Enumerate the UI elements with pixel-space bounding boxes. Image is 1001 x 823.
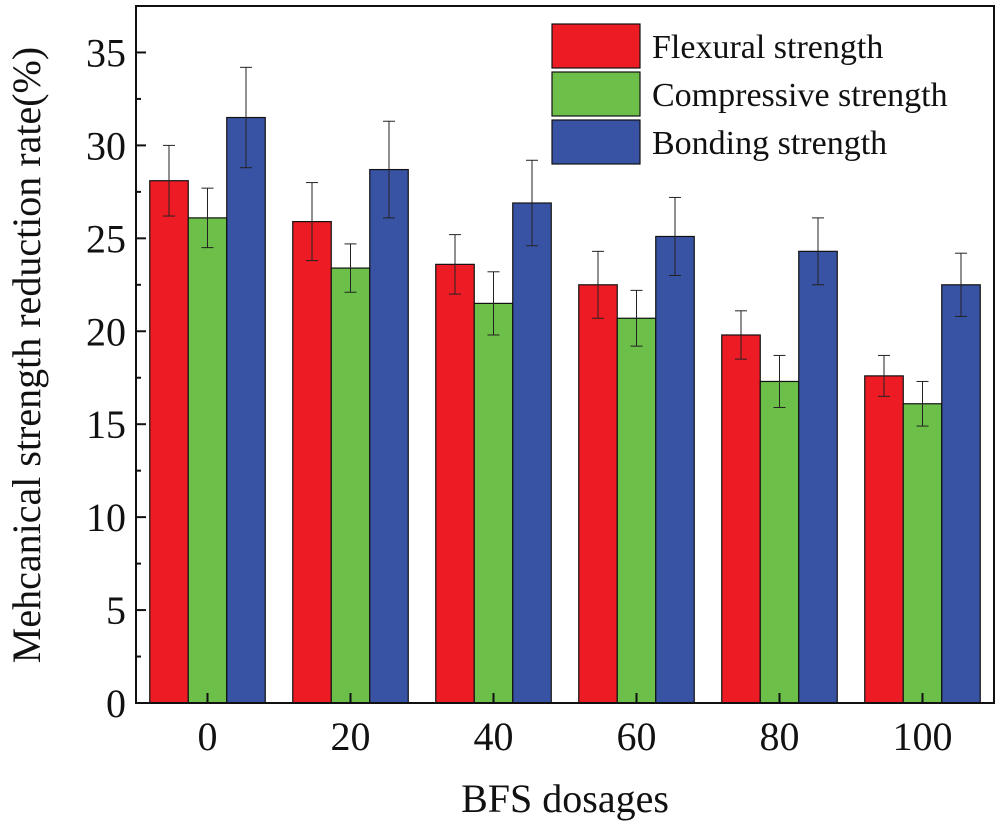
y-axis-title: Mehcanical strength reduction rate(%) xyxy=(4,47,49,663)
y-tick-label: 5 xyxy=(106,588,126,633)
bar-bonding-strength-40 xyxy=(512,202,552,704)
x-axis-title: BFS dosages xyxy=(461,776,669,821)
bar-flexural-strength-0 xyxy=(149,180,189,704)
y-tick-label: 10 xyxy=(86,495,126,540)
x-tick-label: 40 xyxy=(474,714,514,759)
plot-frame xyxy=(135,5,995,704)
x-tick-label: 20 xyxy=(331,714,371,759)
legend-label-flexural-strength: Flexural strength xyxy=(652,29,883,66)
bar-bonding-strength-80 xyxy=(798,250,838,704)
legend-label-bonding-strength: Bonding strength xyxy=(652,125,887,162)
y-tick-label: 30 xyxy=(86,123,126,168)
legend-swatch-bonding-strength xyxy=(551,119,641,165)
bar-compressive-strength-0 xyxy=(187,217,228,704)
legend-swatch-compressive-strength xyxy=(551,71,641,117)
bar-bonding-strength-60 xyxy=(655,235,695,704)
bar-flexural-strength-20 xyxy=(292,221,332,704)
y-tick-label: 20 xyxy=(86,309,126,354)
bar-compressive-strength-40 xyxy=(473,302,514,704)
error-bars-layer xyxy=(163,66,967,427)
bar-flexural-strength-80 xyxy=(721,334,761,704)
x-tick-label: 0 xyxy=(198,714,218,759)
x-tick-label: 100 xyxy=(893,714,953,759)
y-tick-label: 25 xyxy=(86,216,126,261)
bar-flexural-strength-60 xyxy=(578,284,618,704)
y-tick-label: 0 xyxy=(106,681,126,726)
legend: Flexural strength Compressive strength Bon… xyxy=(551,23,948,165)
x-tick-label: 80 xyxy=(760,714,800,759)
bar-compressive-strength-20 xyxy=(330,267,371,704)
legend-label-compressive-strength: Compressive strength xyxy=(652,77,948,114)
bar-compressive-strength-80 xyxy=(759,380,800,704)
y-tick-label: 15 xyxy=(86,402,126,447)
bar-flexural-strength-100 xyxy=(864,375,904,704)
bar-compressive-strength-100 xyxy=(902,403,943,704)
bars-layer xyxy=(149,116,981,704)
legend-swatch-flexural-strength xyxy=(551,23,641,69)
bar-bonding-strength-0 xyxy=(226,116,266,704)
bar-bonding-strength-20 xyxy=(369,168,409,704)
y-tick-label: 35 xyxy=(86,30,126,75)
bar-compressive-strength-60 xyxy=(616,317,657,704)
bar-flexural-strength-40 xyxy=(435,263,475,704)
ticks-layer: 0 20 40 60 80 100 0 5 10 15 20 25 30 35 xyxy=(86,30,953,759)
bar-bonding-strength-100 xyxy=(941,284,981,704)
x-tick-label: 60 xyxy=(617,714,657,759)
